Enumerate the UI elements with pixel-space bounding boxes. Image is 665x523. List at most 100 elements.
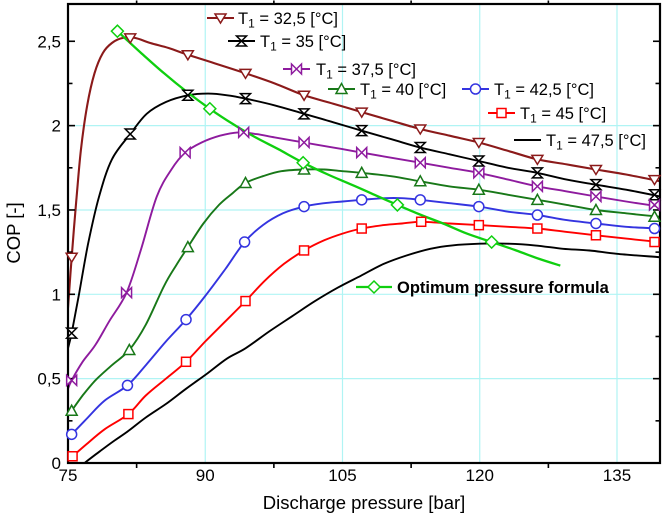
hourglass-marker-icon <box>472 155 486 167</box>
x-tick-label-75: 75 <box>59 466 78 485</box>
curve-t1-45 <box>68 220 660 461</box>
circle-marker-icon <box>65 428 78 441</box>
legend-item-t1-37-5: T1 = 37,5 [°C] <box>283 61 416 82</box>
circle-marker-icon <box>238 236 251 248</box>
data-markers <box>64 24 662 462</box>
diamond-marker-icon <box>202 101 217 116</box>
diamond-marker-icon <box>110 24 125 39</box>
triangle-up-marker-icon <box>181 240 195 253</box>
tick-labels: 75 90 105 120 135 0 0,5 1 1,5 2 2,5 <box>37 32 631 485</box>
square-marker-icon <box>473 219 485 231</box>
triangle-down-marker-icon <box>123 33 138 45</box>
triangle-down-marker-icon <box>213 13 228 25</box>
hourglass-marker-icon <box>297 108 311 120</box>
triangle-up-marker-icon <box>64 403 79 416</box>
square-marker-icon <box>532 223 543 234</box>
y-axis-title: COP [-] <box>3 202 24 264</box>
circle-marker-icon <box>590 217 602 230</box>
triangle-up-marker-icon <box>589 202 603 216</box>
legend: T1 = 32,5 [°C]T1 = 35 [°C] T1 = 37,5 [°C]… <box>207 10 646 297</box>
axis-ticks <box>68 0 660 468</box>
legend-label: T1 = 35 [°C] <box>260 33 346 54</box>
y-tick-label-0,5: 0,5 <box>37 370 61 389</box>
hourglass-marker-icon <box>123 128 138 140</box>
legend-item-t1-42-5: T1 = 42,5 [°C] <box>462 81 594 102</box>
triangle-down-marker-icon <box>471 137 486 149</box>
square-marker-icon <box>240 295 251 307</box>
diamond-marker-icon <box>296 155 311 170</box>
legend-item-t1-32-5: T1 = 32,5 [°C] <box>207 10 338 31</box>
square-marker-icon <box>67 451 78 462</box>
triangle-up-marker-icon <box>472 182 486 195</box>
x-tick-label-105: 105 <box>328 466 356 485</box>
triangle-up-marker-icon <box>413 174 428 187</box>
x-tick-label-135: 135 <box>603 466 631 485</box>
circle-marker-icon <box>180 313 192 326</box>
hourglass-marker-icon <box>238 92 253 105</box>
triangle-down-marker-icon <box>589 164 603 176</box>
y-tick-label-1: 1 <box>52 285 61 304</box>
circle-marker-icon <box>469 83 482 95</box>
legend-item-optimum: Optimum pressure formula <box>356 279 610 297</box>
square-marker-icon <box>649 236 660 248</box>
square-marker-icon <box>298 245 310 256</box>
triangle-up-marker-icon <box>647 209 662 222</box>
triangle-down-marker-icon <box>413 124 428 136</box>
triangle-up-marker-icon <box>122 342 137 356</box>
triangle-down-marker-icon <box>647 174 662 187</box>
triangle-down-marker-icon <box>181 50 195 62</box>
legend-label: T1 = 32,5 [°C] <box>238 10 338 31</box>
bowtie-marker-icon <box>290 62 303 76</box>
curve-t1-37-5 <box>68 131 660 390</box>
bowtie-marker-icon <box>237 125 250 140</box>
legend-label: T1 = 45 [°C] <box>520 105 606 126</box>
plot-border <box>66 2 662 465</box>
bowtie-marker-icon <box>179 145 191 160</box>
circle-marker-icon <box>531 209 544 221</box>
circle-marker-icon <box>355 194 368 206</box>
bowtie-marker-icon <box>648 198 661 212</box>
triangle-down-marker-icon <box>64 252 79 264</box>
legend-label: T1 = 42,5 [°C] <box>494 81 594 102</box>
triangle-up-marker-icon <box>334 81 349 95</box>
x-axis-title: Discharge pressure [bar] <box>262 492 466 513</box>
y-tick-label-1,5: 1,5 <box>37 201 61 220</box>
hourglass-marker-icon <box>181 89 195 102</box>
triangle-down-marker-icon <box>297 90 311 102</box>
square-marker-icon <box>356 223 367 234</box>
bowtie-marker-icon <box>355 145 368 160</box>
legend-item-t1-45: T1 = 45 [°C] <box>488 105 606 126</box>
diamond-marker-icon <box>484 234 499 250</box>
hourglass-marker-icon <box>354 124 369 137</box>
hourglass-marker-icon <box>589 178 603 191</box>
square-marker-icon <box>590 230 602 241</box>
y-tick-label-0: 0 <box>52 454 61 473</box>
legend-label: T1 = 47,5 [°C] <box>546 132 646 153</box>
legend-label: T1 = 37,5 [°C] <box>316 61 416 82</box>
bowtie-marker-icon <box>298 135 310 150</box>
triangle-up-marker-icon <box>530 192 545 206</box>
triangle-up-marker-icon <box>238 175 253 189</box>
y-tick-label-2: 2 <box>52 117 61 136</box>
circle-marker-icon <box>121 379 134 392</box>
hourglass-marker-icon <box>64 327 79 339</box>
bowtie-marker-icon <box>65 373 78 388</box>
hourglass-marker-icon <box>234 35 249 47</box>
triangle-up-marker-icon <box>297 162 311 175</box>
bowtie-marker-icon <box>531 179 544 194</box>
legend-label: T1 = 40 [°C] <box>360 81 446 102</box>
triangle-up-marker-icon <box>354 165 369 179</box>
circle-marker-icon <box>473 200 485 213</box>
bowtie-marker-icon <box>473 166 485 180</box>
diamond-marker-icon <box>390 197 405 212</box>
curve-t1-35 <box>68 92 660 349</box>
bowtie-marker-icon <box>120 285 133 300</box>
triangle-down-marker-icon <box>530 154 545 166</box>
square-marker-icon <box>180 356 192 368</box>
square-marker-icon <box>123 408 134 420</box>
triangle-down-marker-icon <box>238 68 253 80</box>
square-marker-icon <box>415 216 427 228</box>
legend-label: Optimum pressure formula <box>397 279 610 297</box>
bowtie-marker-icon <box>590 189 602 204</box>
